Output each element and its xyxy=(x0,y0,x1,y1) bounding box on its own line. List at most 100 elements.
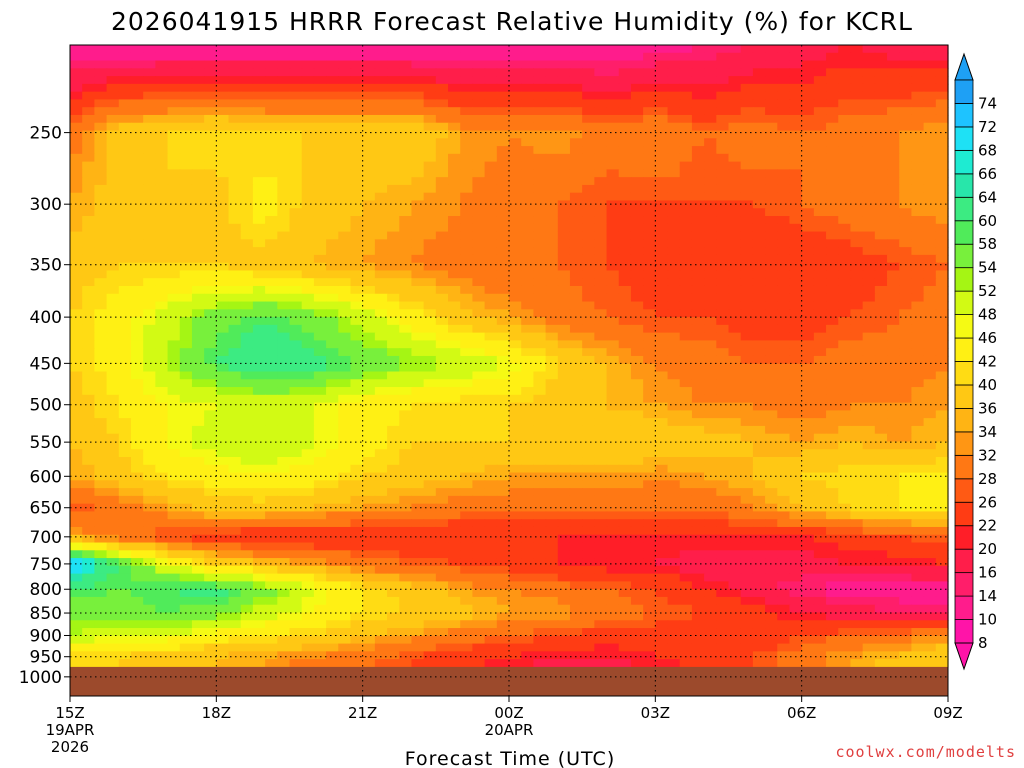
rh-cell xyxy=(850,262,864,272)
rh-cell xyxy=(118,581,132,590)
rh-cell xyxy=(923,387,937,396)
rh-cell xyxy=(569,418,583,427)
rh-cell xyxy=(338,60,352,69)
rh-cell xyxy=(582,511,595,520)
rh-cell xyxy=(143,122,156,132)
rh-cell xyxy=(435,184,449,194)
rh-cell xyxy=(509,317,522,326)
rh-cell xyxy=(179,387,193,396)
rh-cell xyxy=(777,68,791,77)
rh-cell xyxy=(838,573,852,582)
rh-cell xyxy=(326,122,339,132)
rh-cell xyxy=(448,153,461,163)
rh-cell xyxy=(179,394,193,404)
rh-cell xyxy=(338,534,352,544)
rh-cell xyxy=(289,52,303,62)
rh-cell xyxy=(691,573,705,582)
rh-cell xyxy=(643,301,656,310)
rh-cell xyxy=(923,410,937,419)
rh-cell xyxy=(484,301,498,310)
rh-cell xyxy=(740,495,754,505)
rh-cell xyxy=(313,76,327,85)
rh-cell xyxy=(423,83,437,93)
rh-cell xyxy=(277,526,291,536)
rh-cell xyxy=(435,472,449,481)
rh-cell xyxy=(509,495,522,505)
rh-cell xyxy=(923,558,937,567)
rh-cell xyxy=(801,153,815,163)
rh-cell xyxy=(82,153,95,163)
rh-cell xyxy=(472,534,486,544)
rh-cell xyxy=(448,60,461,69)
rh-cell xyxy=(789,348,803,357)
rh-cell xyxy=(521,293,534,303)
rh-cell xyxy=(155,542,169,551)
rh-cell xyxy=(423,526,437,536)
rh-cell xyxy=(326,254,339,264)
rh-cell xyxy=(435,270,449,279)
rh-cell xyxy=(801,60,815,69)
rh-cell xyxy=(606,177,620,186)
rh-cell xyxy=(423,138,437,147)
rh-cell xyxy=(411,581,425,590)
rh-cell xyxy=(191,394,205,404)
rh-cell xyxy=(752,146,766,155)
rh-cell xyxy=(850,52,864,62)
rh-cell xyxy=(460,573,474,582)
rh-cell xyxy=(777,511,791,520)
rh-cell xyxy=(679,558,693,567)
rh-cell xyxy=(460,558,474,567)
rh-cell xyxy=(874,410,888,419)
rh-cell xyxy=(118,534,132,544)
rh-cell xyxy=(350,153,364,163)
rh-cell xyxy=(728,301,742,310)
rh-cell xyxy=(387,402,400,411)
rh-cell xyxy=(448,223,461,233)
rh-cell xyxy=(887,542,900,551)
rh-cell xyxy=(789,107,803,116)
rh-cell xyxy=(484,410,498,419)
rh-cell xyxy=(813,52,827,62)
rh-cell xyxy=(667,457,681,466)
rh-cell xyxy=(496,542,510,551)
rh-cell xyxy=(826,192,839,202)
rh-cell xyxy=(179,285,193,295)
rh-cell xyxy=(301,309,315,318)
rh-cell xyxy=(484,495,498,505)
rh-cell xyxy=(204,270,217,279)
rh-cell xyxy=(887,184,900,194)
rh-cell xyxy=(423,511,437,520)
rh-cell xyxy=(82,161,95,170)
rh-cell xyxy=(923,146,937,155)
rh-cell xyxy=(862,114,876,124)
rh-cell xyxy=(313,410,327,419)
rh-cell xyxy=(252,301,266,310)
rh-cell xyxy=(252,153,266,163)
rh-cell xyxy=(338,348,352,357)
rh-cell xyxy=(655,122,669,132)
rh-cell xyxy=(813,425,827,435)
rh-cell xyxy=(216,558,230,567)
rh-cell xyxy=(716,169,730,178)
rh-cell xyxy=(179,526,193,536)
rh-cell xyxy=(606,526,620,536)
rh-cell xyxy=(813,355,827,365)
rh-cell xyxy=(289,573,303,582)
rh-cell xyxy=(862,534,876,544)
rh-cell xyxy=(911,425,925,435)
rh-cell xyxy=(362,60,376,69)
rh-cell xyxy=(667,99,681,108)
rh-cell xyxy=(667,402,681,411)
rh-cell xyxy=(496,153,510,163)
rh-cell xyxy=(850,519,864,528)
rh-cell xyxy=(935,153,949,163)
rh-cell xyxy=(557,60,571,69)
rh-cell xyxy=(277,480,291,489)
rh-cell xyxy=(716,488,730,497)
rh-cell xyxy=(533,371,547,380)
rh-cell xyxy=(765,91,778,101)
rh-cell xyxy=(94,573,108,582)
rh-cell xyxy=(862,457,876,466)
rh-cell xyxy=(338,309,352,318)
rh-cell xyxy=(862,550,876,559)
